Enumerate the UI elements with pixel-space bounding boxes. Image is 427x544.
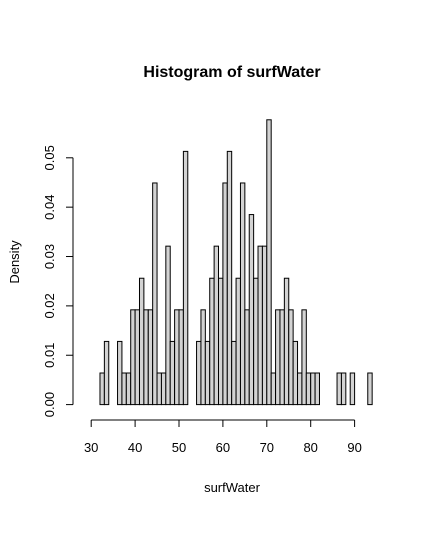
histogram-bar [314, 372, 320, 406]
x-tick-label: 50 [172, 440, 186, 455]
x-axis-label: surfWater [204, 480, 261, 495]
histogram-bar [297, 372, 303, 406]
x-axis: 30 40 50 60 70 80 90 [84, 419, 362, 455]
x-tick-label: 40 [128, 440, 142, 455]
histogram-bar [231, 340, 237, 406]
histogram-bar [103, 340, 110, 406]
y-tick-label: 0.03 [42, 244, 57, 269]
histogram-bar [143, 309, 149, 406]
histogram-bar [121, 372, 127, 406]
x-tick-label: 70 [260, 440, 274, 455]
histogram-bar [152, 182, 158, 406]
histogram-bar [117, 340, 123, 406]
histogram-bar [156, 372, 162, 406]
bars-layer [99, 119, 373, 406]
histogram-bar [367, 372, 373, 406]
y-tick-label: 0.00 [42, 392, 57, 417]
x-tick-label: 30 [84, 440, 98, 455]
histogram-bar [275, 309, 281, 406]
y-tick-label: 0.02 [42, 293, 57, 318]
histogram-bar [174, 309, 180, 406]
histogram-bar [340, 372, 347, 406]
x-tick-label: 80 [303, 440, 317, 455]
histogram-bar [196, 340, 202, 406]
y-tick-label: 0.04 [42, 195, 57, 220]
histogram-bar [130, 309, 136, 406]
histogram-bar [248, 214, 255, 406]
histogram-bar [209, 277, 215, 406]
chart-title: Histogram of surfWater [143, 64, 320, 81]
histogram-bar [270, 372, 277, 406]
histogram-bar [266, 119, 272, 406]
y-axis: 0.00 0.01 0.02 0.03 0.04 0.05 [42, 145, 74, 417]
histogram-bar [305, 372, 312, 406]
histogram-bar [301, 309, 307, 406]
histogram-bar [310, 372, 316, 406]
histogram-bar [279, 309, 285, 406]
y-axis-label: Density [7, 240, 22, 284]
histogram-bar [165, 245, 171, 406]
histogram-bar [204, 340, 211, 406]
histogram-bar [213, 245, 220, 406]
histogram-bar [349, 372, 356, 406]
histogram-bar [336, 372, 342, 406]
histogram-bar [169, 340, 176, 406]
y-tick-label: 0.05 [42, 145, 57, 170]
histogram-bar [253, 277, 259, 406]
histogram-bar [226, 150, 233, 406]
histogram-bar [292, 340, 299, 406]
histogram-bar [283, 277, 290, 406]
x-tick-label: 60 [216, 440, 230, 455]
histogram-bar [218, 277, 224, 406]
histogram-bar [182, 150, 189, 406]
histogram-bar [200, 309, 206, 406]
histogram-bar [235, 277, 241, 406]
histogram-bar [261, 245, 268, 406]
histogram-bar [178, 309, 184, 406]
histogram-bar [99, 372, 105, 406]
histogram-bar [134, 309, 140, 406]
histogram-bar [222, 182, 228, 406]
histogram-bar [138, 277, 145, 406]
histogram-bar [147, 309, 154, 406]
histogram-bar [160, 372, 167, 406]
histogram-bar [239, 182, 246, 406]
histogram-bar [125, 372, 132, 406]
histogram-bar [288, 309, 294, 406]
histogram-bar [257, 245, 263, 406]
x-tick-label: 90 [347, 440, 361, 455]
histogram-bar [244, 309, 250, 406]
y-tick-label: 0.01 [42, 343, 57, 368]
